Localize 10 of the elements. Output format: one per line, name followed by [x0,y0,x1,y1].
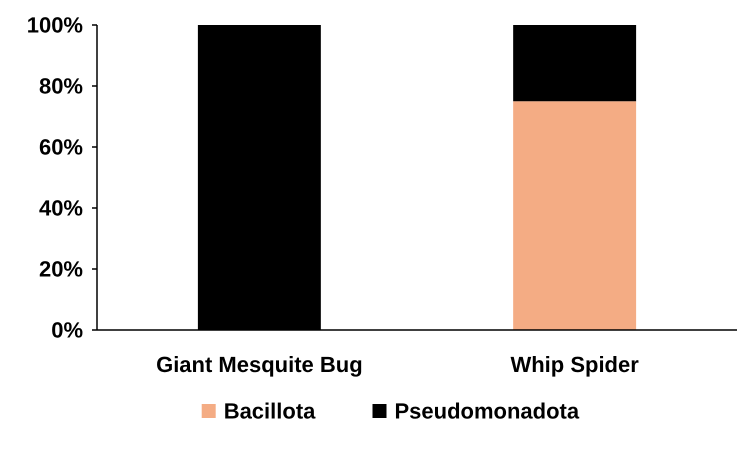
x-tick-label: Giant Mesquite Bug [156,352,363,377]
y-tick-label: 20% [38,256,83,282]
y-tick-label: 0% [51,318,83,343]
y-tick-label: 100% [26,12,83,38]
legend-label: Bacillota [224,398,316,424]
x-tick-label: Whip Spider [510,352,640,377]
legend-label: Pseudomonadota [394,398,580,424]
y-tick-label: 80% [38,74,83,99]
y-tick-label: 60% [38,134,83,160]
y-tick-label: 40% [38,196,83,221]
